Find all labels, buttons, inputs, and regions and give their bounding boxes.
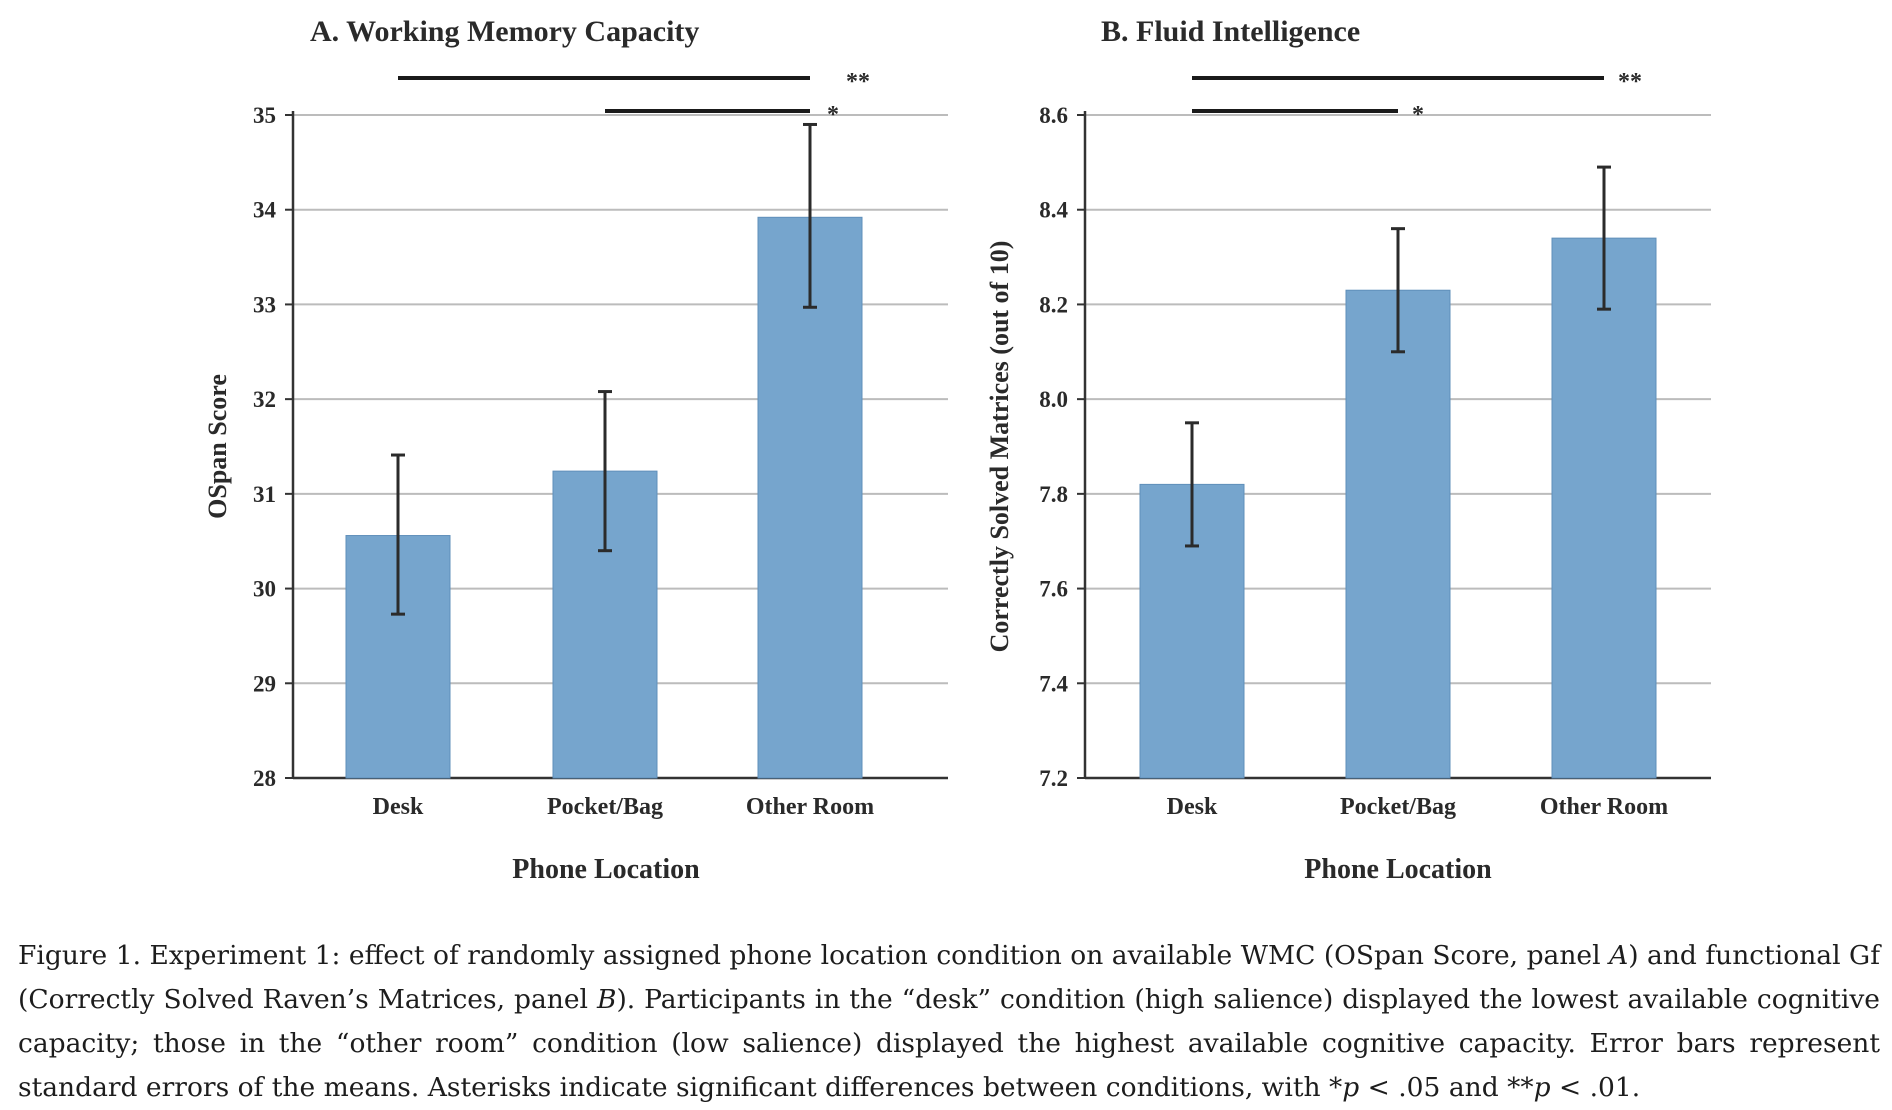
significance-label: ** [1618, 69, 1642, 95]
figure-caption: Figure 1. Experiment 1: effect of random… [18, 934, 1880, 1110]
y-tick-label: 7.4 [1039, 671, 1068, 696]
y-axis-label: Correctly Solved Matrices (out of 10) [985, 241, 1014, 653]
x-tick-label: Desk [373, 794, 424, 820]
caption-panel-b: B [596, 984, 617, 1015]
bar [1551, 237, 1657, 779]
x-tick-label: Other Room [746, 794, 874, 820]
y-tick-label: 7.6 [1039, 577, 1068, 602]
caption-panel-a: A [1609, 940, 1629, 971]
y-tick-label: 31 [253, 482, 276, 507]
significance-label: ** [846, 69, 870, 95]
x-axis-label: Phone Location [512, 854, 700, 885]
y-tick-label: 28 [253, 766, 276, 791]
x-tick-label: Pocket/Bag [1340, 794, 1456, 820]
caption-text-2: ) and functional Gf (Correctly Solved Ra… [18, 940, 1881, 1015]
x-axis-label: Phone Location [1304, 854, 1492, 885]
panel-b-fluid-intelligence: B. Fluid Intelligence 7.2 7.4 7.6 7.8 8.0 8.2 8… [985, 15, 1711, 885]
y-tick-label: 29 [253, 671, 276, 696]
y-tick-label: 34 [253, 198, 277, 223]
significance-label: * [1412, 102, 1424, 128]
caption-p-symbol-2: p [1533, 1072, 1551, 1103]
figure-1: A. Working Memory Capacity 28 29 30 31 32 33 34… [203, 15, 1711, 885]
x-tick-label: Other Room [1540, 794, 1668, 820]
significance-label: * [827, 102, 839, 128]
y-tick-label: 7.8 [1039, 482, 1068, 507]
chart-title: A. Working Memory Capacity [310, 15, 699, 48]
y-tick-label: 8.0 [1039, 387, 1068, 412]
bar [1345, 289, 1451, 779]
panel-a-working-memory-capacity: A. Working Memory Capacity 28 29 30 31 32 33 34… [203, 15, 948, 885]
caption-text-3: ). Participants in the “desk” condition … [18, 984, 1880, 1103]
caption-text-4: < .05 and ** [1359, 1072, 1534, 1103]
y-axis-label: OSpan Score [203, 374, 232, 519]
bar [757, 216, 863, 779]
y-tick-label: 8.2 [1039, 292, 1068, 317]
caption-text-1: Figure 1. Experiment 1: effect of random… [18, 940, 1610, 971]
y-tick-label: 33 [253, 292, 276, 317]
y-tick-label: 30 [253, 577, 276, 602]
x-tick-label: Pocket/Bag [547, 794, 663, 820]
y-tick-label: 32 [253, 387, 276, 412]
x-tick-label: Desk [1167, 794, 1218, 820]
chart-title: B. Fluid Intelligence [1101, 15, 1360, 48]
y-tick-label: 8.6 [1039, 103, 1068, 128]
y-tick-label: 35 [253, 103, 276, 128]
caption-p-symbol-1: p [1342, 1072, 1360, 1103]
y-tick-label: 7.2 [1039, 766, 1068, 791]
caption-text-5: < .01. [1550, 1072, 1641, 1103]
y-tick-label: 8.4 [1039, 198, 1068, 223]
